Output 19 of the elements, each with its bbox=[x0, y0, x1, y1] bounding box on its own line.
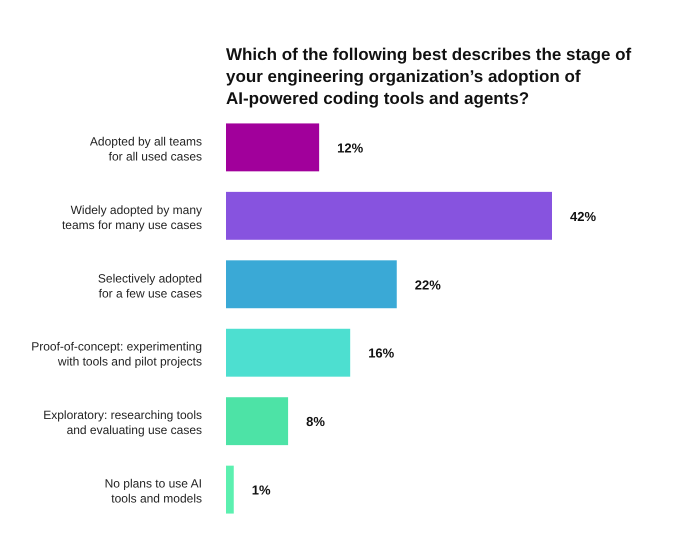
y-tick-label: Proof-of-concept: experimenting with tools and pilot projects bbox=[31, 340, 202, 369]
bar bbox=[226, 328, 350, 377]
data-label: 42% bbox=[570, 208, 596, 224]
data-label: 22% bbox=[414, 277, 442, 292]
bar bbox=[226, 192, 552, 240]
data-label: 1% bbox=[252, 482, 271, 498]
y-tick-label: Widely adopted by many teams for many use cases bbox=[62, 202, 202, 232]
bar bbox=[226, 260, 397, 308]
bar bbox=[226, 466, 234, 514]
chart-title: Which of the following best describes the stage of your engineering organization’s adoption of AI-powered coding tools and agents? bbox=[226, 45, 632, 108]
bar bbox=[226, 397, 288, 446]
y-tick-label: Exploratory: researching tools and evaluating use cases bbox=[43, 408, 202, 438]
y-tick-label: No plans to use AI tools and models bbox=[104, 476, 202, 506]
y-tick-label: Adopted by all teams for all used cases bbox=[90, 134, 202, 164]
y-tick-label: Selectively adopted for a few use cases bbox=[98, 271, 202, 300]
data-label: 12% bbox=[337, 140, 364, 156]
data-label: 16% bbox=[368, 346, 395, 361]
bar bbox=[226, 123, 320, 172]
data-label: 8% bbox=[306, 414, 326, 430]
